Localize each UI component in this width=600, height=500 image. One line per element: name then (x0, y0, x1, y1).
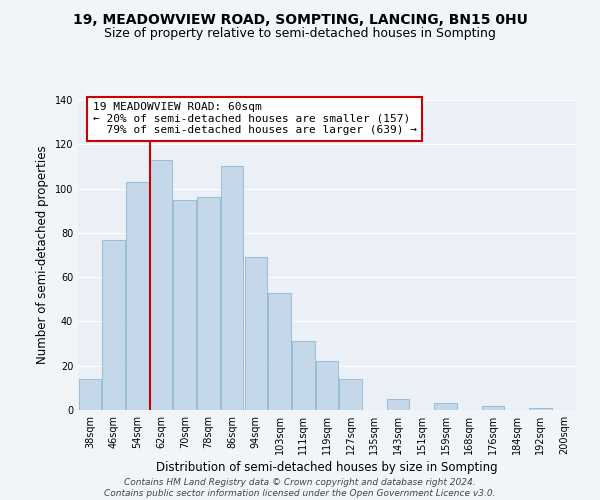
Text: 19 MEADOWVIEW ROAD: 60sqm
← 20% of semi-detached houses are smaller (157)
  79% : 19 MEADOWVIEW ROAD: 60sqm ← 20% of semi-… (93, 102, 417, 136)
Bar (79, 379, 101, 410)
Text: Contains HM Land Registry data © Crown copyright and database right 2024.
Contai: Contains HM Land Registry data © Crown c… (104, 478, 496, 498)
Y-axis label: Number of semi-detached properties: Number of semi-detached properties (36, 146, 49, 364)
Bar (126, 182, 149, 410)
Bar (292, 342, 314, 410)
Bar (103, 240, 125, 410)
Bar (529, 408, 551, 410)
Bar (245, 257, 267, 410)
Bar (268, 292, 291, 410)
Bar (316, 362, 338, 410)
Text: Size of property relative to semi-detached houses in Sompting: Size of property relative to semi-detach… (104, 28, 496, 40)
Bar (340, 379, 362, 410)
Text: 19, MEADOWVIEW ROAD, SOMPTING, LANCING, BN15 0HU: 19, MEADOWVIEW ROAD, SOMPTING, LANCING, … (73, 12, 527, 26)
Bar (197, 198, 220, 410)
Bar (482, 406, 504, 410)
X-axis label: Distribution of semi-detached houses by size in Sompting: Distribution of semi-detached houses by … (156, 461, 498, 474)
Bar (387, 399, 409, 410)
Bar (434, 404, 457, 410)
Bar (150, 160, 172, 410)
Bar (173, 200, 196, 410)
Bar (221, 166, 244, 410)
